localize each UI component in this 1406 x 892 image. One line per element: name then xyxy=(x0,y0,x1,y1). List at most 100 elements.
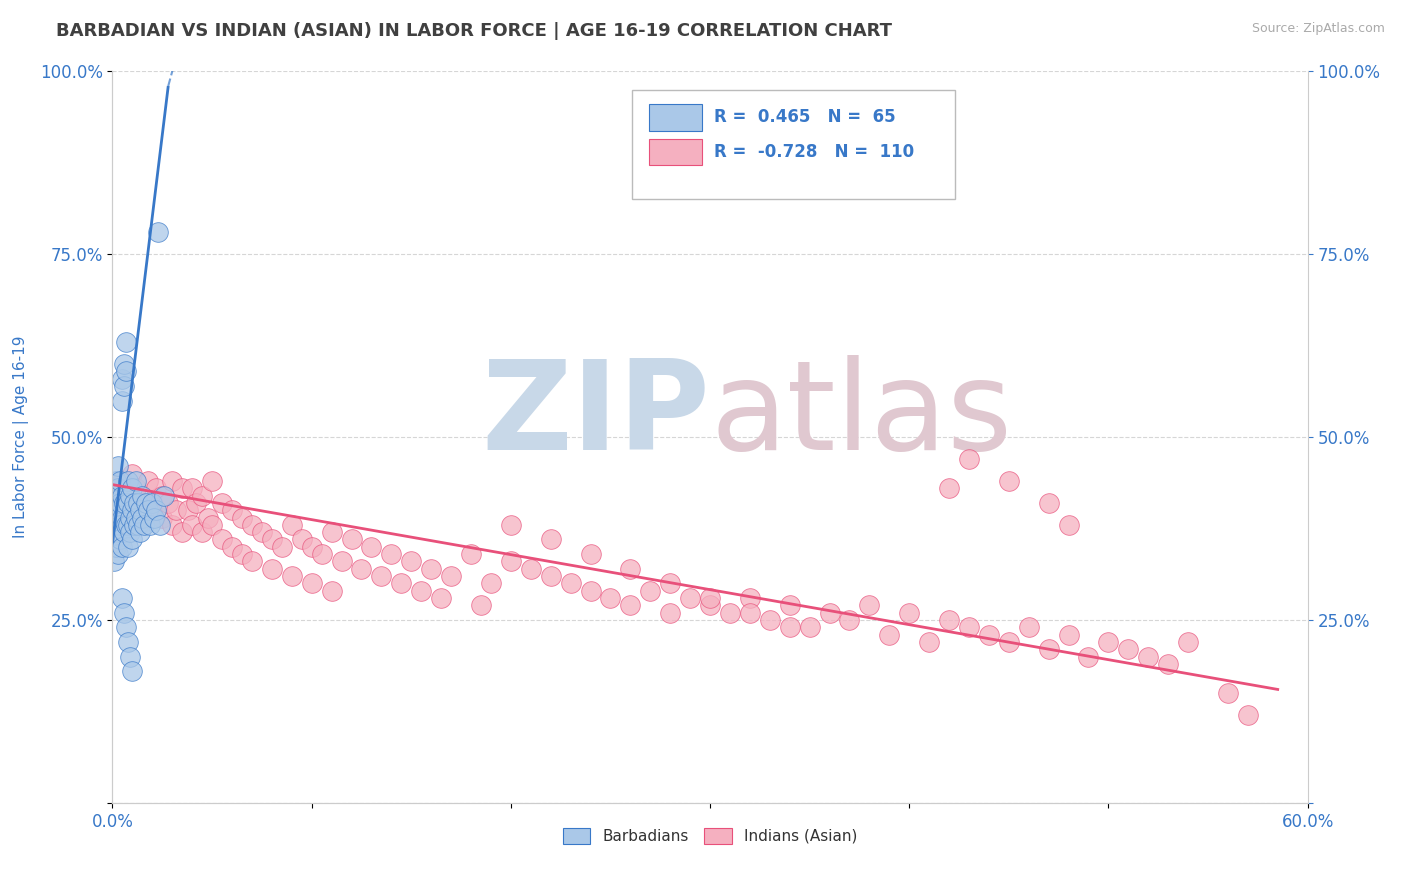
Point xyxy=(321,583,343,598)
Point xyxy=(938,481,960,495)
Point xyxy=(103,517,125,532)
Point xyxy=(103,496,125,510)
Point xyxy=(340,533,363,547)
Point xyxy=(129,503,152,517)
Point xyxy=(938,613,960,627)
Point xyxy=(679,591,702,605)
Point xyxy=(779,620,801,634)
Point xyxy=(957,620,980,634)
Point xyxy=(1038,642,1060,657)
Point xyxy=(1237,708,1260,723)
Point xyxy=(141,503,163,517)
Point xyxy=(301,576,323,591)
Point xyxy=(1057,627,1080,641)
Point xyxy=(311,547,333,561)
Point xyxy=(370,569,392,583)
Point xyxy=(779,599,801,613)
Point xyxy=(1038,496,1060,510)
Point xyxy=(1157,657,1180,671)
Point xyxy=(231,510,253,524)
Point xyxy=(389,576,412,591)
Point xyxy=(114,379,135,393)
Point xyxy=(440,569,463,583)
Point xyxy=(420,562,443,576)
Point xyxy=(138,503,160,517)
Point xyxy=(240,517,263,532)
Point xyxy=(117,635,139,649)
Point xyxy=(321,525,343,540)
Point xyxy=(818,606,841,620)
Point xyxy=(114,606,135,620)
Point xyxy=(114,525,135,540)
Point xyxy=(579,547,602,561)
Point xyxy=(107,525,129,540)
Point xyxy=(470,599,492,613)
Point xyxy=(162,517,183,532)
Point xyxy=(120,489,142,503)
Text: ZIP: ZIP xyxy=(481,355,710,475)
Point xyxy=(540,533,562,547)
Point xyxy=(124,496,146,510)
Point xyxy=(105,474,128,488)
Point xyxy=(640,583,662,598)
Point xyxy=(110,474,132,488)
Point xyxy=(350,562,373,576)
Point xyxy=(1137,649,1160,664)
Point xyxy=(114,496,135,510)
Point xyxy=(111,510,134,524)
Point xyxy=(659,606,682,620)
Point xyxy=(134,517,156,532)
Point xyxy=(115,364,138,378)
Point xyxy=(110,517,132,532)
Point xyxy=(121,467,143,481)
Point xyxy=(121,664,143,678)
Point xyxy=(125,474,148,488)
Point xyxy=(281,569,304,583)
Point xyxy=(111,371,134,385)
Point xyxy=(401,554,423,568)
Point xyxy=(998,474,1021,488)
Point xyxy=(111,591,134,605)
Point xyxy=(619,562,641,576)
Point xyxy=(599,591,621,605)
Point xyxy=(699,599,721,613)
Point xyxy=(191,525,214,540)
Point xyxy=(148,225,170,239)
Point xyxy=(479,576,502,591)
Point xyxy=(270,540,292,554)
Point xyxy=(131,496,153,510)
Point xyxy=(240,554,263,568)
Point xyxy=(153,489,176,503)
Point xyxy=(560,576,582,591)
Point xyxy=(145,503,167,517)
Point xyxy=(121,481,143,495)
Point xyxy=(103,533,125,547)
Point xyxy=(181,517,204,532)
Point xyxy=(291,533,314,547)
FancyBboxPatch shape xyxy=(633,90,955,200)
Point xyxy=(172,481,194,495)
Point xyxy=(138,474,160,488)
Point xyxy=(121,533,143,547)
Point xyxy=(380,547,402,561)
Point xyxy=(260,533,283,547)
Point xyxy=(718,606,741,620)
Point xyxy=(659,576,682,591)
Point xyxy=(186,496,208,510)
Point xyxy=(619,599,641,613)
Point xyxy=(998,635,1021,649)
Point xyxy=(117,496,139,510)
Point xyxy=(165,503,187,517)
Point xyxy=(125,481,148,495)
Point xyxy=(838,613,860,627)
Point xyxy=(201,474,224,488)
Point xyxy=(250,525,273,540)
Point xyxy=(117,517,139,532)
Point xyxy=(738,606,761,620)
Point xyxy=(117,540,139,554)
Point xyxy=(139,517,162,532)
Text: R =  0.465   N =  65: R = 0.465 N = 65 xyxy=(714,109,896,127)
Point xyxy=(143,510,166,524)
Point xyxy=(111,474,134,488)
Point xyxy=(105,489,128,503)
